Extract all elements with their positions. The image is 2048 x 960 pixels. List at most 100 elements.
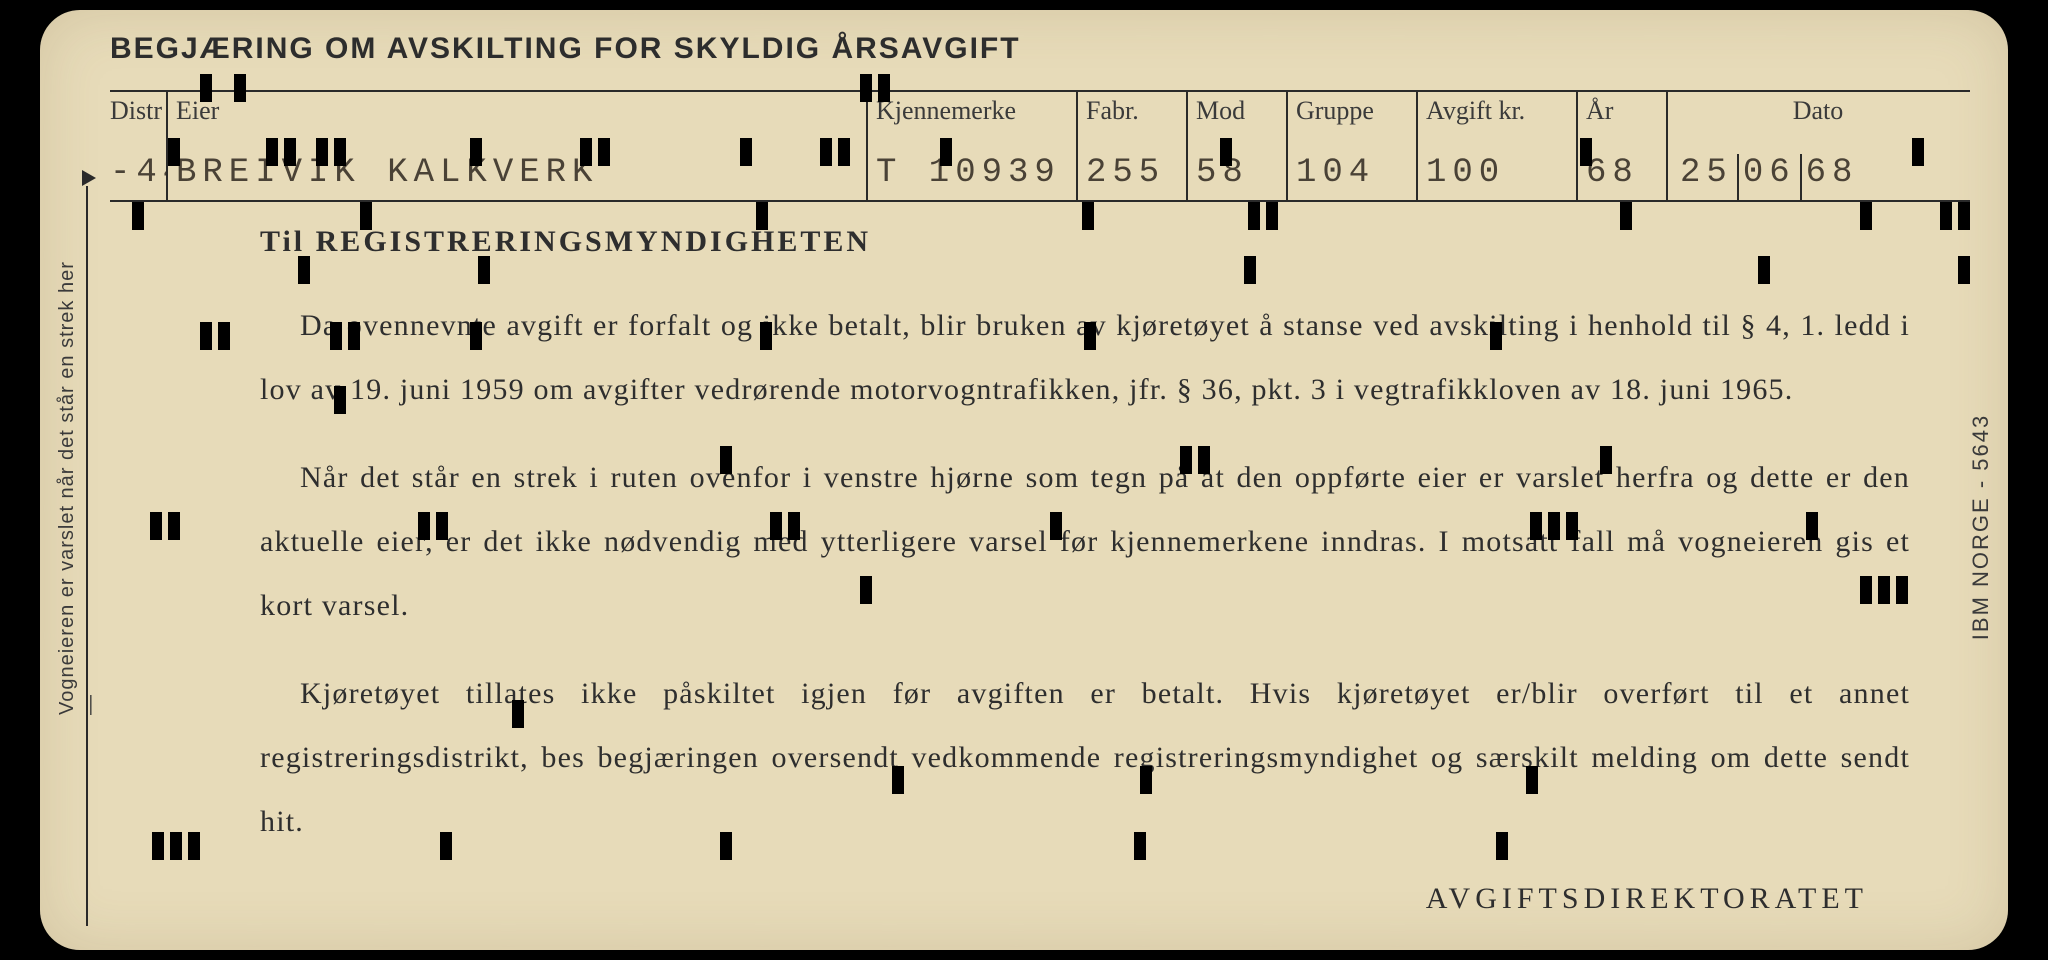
punch-hole [334,138,346,166]
punch-hole [860,74,872,102]
punch-hole [266,138,278,166]
punch-hole [200,74,212,102]
punch-hole [1566,512,1578,540]
col-value-fabr: 255 [1076,150,1186,200]
punch-hole [1266,202,1278,230]
punch-hole [298,256,310,284]
punch-hole [1860,576,1872,604]
punch-hole [1496,832,1508,860]
punch-hole [284,138,296,166]
punch-hole [838,138,850,166]
col-value-kjennemerke: T 10939 [866,150,1076,200]
punch-hole [440,832,452,860]
paragraph-1: Da ovennevnte avgift er forfalt og ikke … [260,294,1910,422]
punch-hole [1912,138,1924,166]
punch-hole [1806,512,1818,540]
punch-hole [820,138,832,166]
punch-hole [1580,138,1592,166]
punch-hole [1860,202,1872,230]
punch-hole [1134,832,1146,860]
punch-hole [1050,512,1062,540]
punch-hole [470,322,482,350]
dato-year: 68 [1800,154,1863,200]
punch-hole [720,832,732,860]
punch-hole [1248,202,1260,230]
body-text: Til REGISTRERINGSMYNDIGHETEN Da ovennevn… [260,210,1910,878]
punch-hole [1082,202,1094,230]
punch-hole [1084,322,1096,350]
punch-hole [1548,512,1560,540]
card-title: BEGJÆRING OM AVSKILTING FOR SKYLDIG ÅRSA… [110,32,1021,66]
header-labels-row: Distr Eier Kjennemerke Fabr. Mod Gruppe … [110,92,1970,150]
signature: AVGIFTSDIREKTORATET [1426,882,1868,916]
punch-hole [200,322,212,350]
punch-hole [1958,256,1970,284]
punch-hole [878,74,890,102]
punch-hole [720,446,732,474]
col-value-avgift: 100 [1416,150,1576,200]
punch-hole [1526,766,1538,794]
dato-day: 25 [1676,154,1737,200]
punch-hole [760,322,772,350]
punch-hole [168,512,180,540]
punch-hole [788,512,800,540]
col-value-mod: 58 [1186,150,1286,200]
col-label-mod: Mod [1186,92,1286,150]
col-label-avgift: Avgift kr. [1416,92,1576,150]
side-note-right: IBM NORGE - 5643 [1968,414,1994,640]
dato-month: 06 [1737,154,1800,200]
punch-hole [1878,576,1890,604]
punch-hole [1180,446,1192,474]
punch-hole [940,138,952,166]
header-values-row: -44 BREIVIK KALKVERK T 10939 255 58 104 … [110,150,1970,200]
punch-hole [580,138,592,166]
punch-hole [316,138,328,166]
punch-hole [436,512,448,540]
paragraph-3: Kjøretøyet tillates ikke påskiltet igjen… [260,662,1910,854]
punch-hole [1758,256,1770,284]
punch-hole [188,832,200,860]
punch-hole [348,322,360,350]
punch-hole [470,138,482,166]
punch-hole [1220,138,1232,166]
punch-hole [170,832,182,860]
paragraph-2: Når det står en strek i ruten ovenfor i … [260,446,1910,638]
punch-card: BEGJÆRING OM AVSKILTING FOR SKYLDIG ÅRSA… [40,10,2008,950]
punch-hole [330,322,342,350]
punch-hole [132,202,144,230]
punch-hole [1140,766,1152,794]
punch-hole [892,766,904,794]
punch-hole [334,386,346,414]
header-table: Distr Eier Kjennemerke Fabr. Mod Gruppe … [110,90,1970,202]
punch-hole [512,700,524,728]
punch-hole [1600,446,1612,474]
punch-hole [478,256,490,284]
punch-hole [150,512,162,540]
col-label-gruppe: Gruppe [1286,92,1416,150]
punch-hole [1490,322,1502,350]
punch-hole [756,202,768,230]
side-note-left: Vogneieren er varslet når det står en st… [56,245,102,715]
punch-hole [152,832,164,860]
punch-hole [1198,446,1210,474]
punch-hole [598,138,610,166]
punch-hole [418,512,430,540]
pointer-arrow-icon [82,170,96,186]
col-label-distr: Distr [110,92,166,150]
punch-hole [1530,512,1542,540]
col-label-fabr: Fabr. [1076,92,1186,150]
punch-hole [1896,576,1908,604]
punch-hole [770,512,782,540]
punch-hole [218,322,230,350]
punch-hole [234,74,246,102]
punch-hole [1244,256,1256,284]
punch-hole [1620,202,1632,230]
col-value-gruppe: 104 [1286,150,1416,200]
punch-hole [740,138,752,166]
punch-hole [360,202,372,230]
punch-hole [1958,202,1970,230]
punch-hole [168,138,180,166]
col-value-distr: -44 [110,150,166,200]
col-label-kjennemerke: Kjennemerke [866,92,1076,150]
punch-hole [1940,202,1952,230]
